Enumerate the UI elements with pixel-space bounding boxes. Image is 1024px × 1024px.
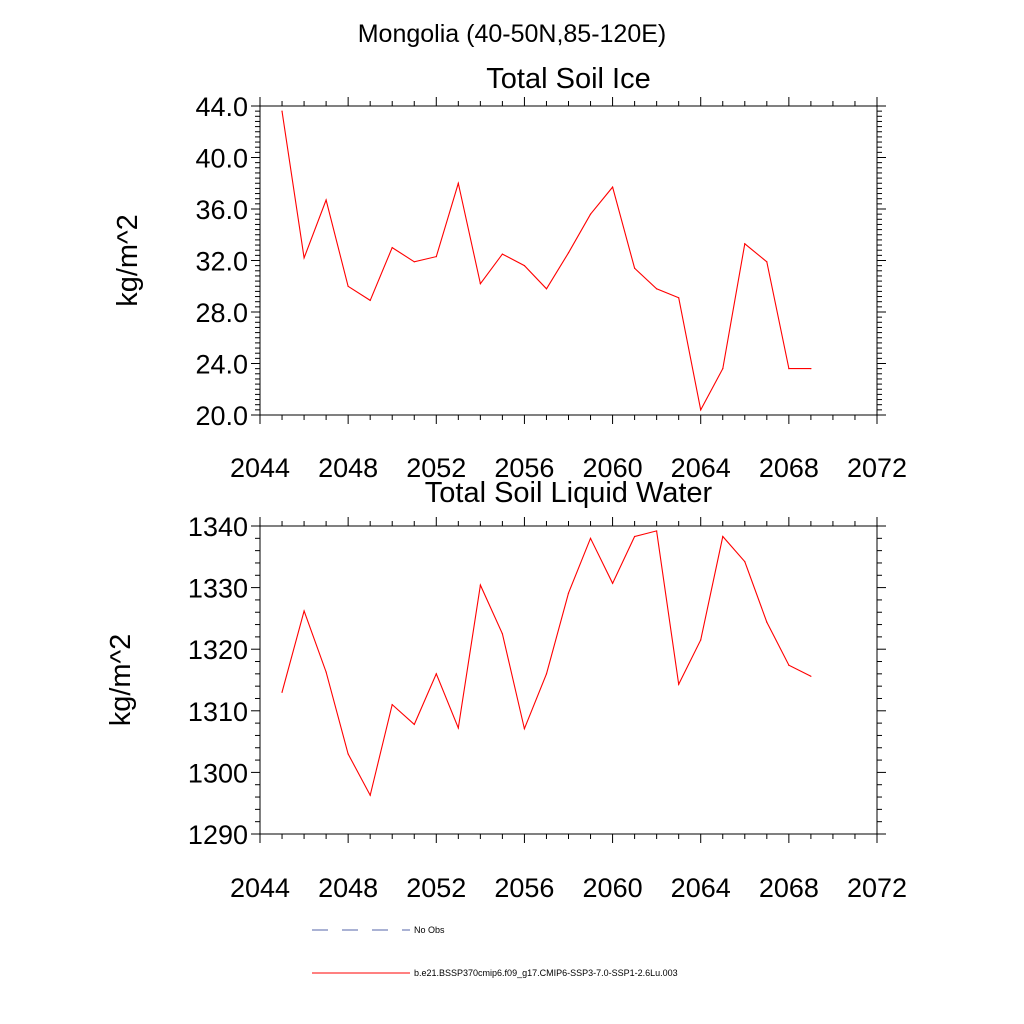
chart-title: Total Soil Ice [486, 63, 650, 95]
data-point [369, 794, 371, 796]
data-point [634, 535, 636, 538]
panel-soil-ice: Total Soil Ice 2044 2048 2052 2056 2060 2064 20… [112, 63, 907, 483]
x-tick-label: 2068 [759, 453, 819, 483]
data-point [567, 592, 570, 594]
data-point [810, 675, 812, 677]
y-axis-label: kg/m^2 [112, 214, 144, 307]
data-point [678, 683, 680, 685]
y-tick-label: 36.0 [195, 195, 248, 225]
x-tick-label: 2060 [583, 873, 643, 903]
y-tick-label: 32.0 [195, 247, 248, 277]
x-tick-label: 2044 [230, 453, 290, 483]
data-point [634, 267, 636, 269]
data-point [303, 610, 305, 612]
data-point [722, 368, 724, 370]
data-point [479, 584, 481, 586]
data-point [656, 288, 658, 290]
data-point [722, 535, 724, 538]
data-point [611, 186, 614, 188]
data-point [369, 299, 371, 302]
legend-label: b.e21.BSSP370cmip6.f09_g17.CMIP6-SSP3-7.… [414, 968, 678, 978]
chart-title: Total Soil Liquid Water [425, 477, 713, 509]
plot-frame [259, 525, 878, 835]
data-point [347, 753, 349, 755]
legend-label: No Obs [414, 925, 445, 935]
data-point [303, 257, 305, 259]
x-tick-label: 2068 [759, 873, 819, 903]
y-tick-label: 1320 [188, 635, 248, 665]
data-point [501, 633, 503, 635]
data-point [788, 368, 790, 370]
legend: No Obs b.e21.BSSP370cmip6.f09_g17.CMIP6-S… [312, 925, 678, 978]
data-point [611, 582, 614, 584]
data-point [545, 673, 548, 675]
data-point [700, 639, 702, 641]
data-point [325, 199, 327, 201]
series-line [281, 111, 811, 412]
y-tick-label: 1340 [188, 512, 248, 542]
y-tick-label: 28.0 [195, 298, 248, 328]
y-tick-label: 40.0 [195, 144, 248, 174]
x-tick-label: 2060 [583, 453, 643, 483]
x-tick-label: 2056 [494, 873, 554, 903]
y-tick-label: 1330 [188, 574, 248, 604]
data-point [347, 285, 349, 287]
y-tick-label: 1310 [188, 697, 248, 727]
x-tick-label: 2052 [406, 873, 466, 903]
x-tick-label: 2064 [671, 453, 731, 483]
data-point [457, 727, 459, 729]
data-point [325, 671, 327, 673]
data-point [479, 283, 481, 285]
panel-soil-liquid-water: Total Soil Liquid Water 2044 2048 2052 2056 2… [105, 477, 907, 903]
data-point [435, 256, 437, 258]
data-point [523, 728, 526, 730]
data-point [788, 664, 790, 666]
data-point [435, 673, 437, 675]
x-tick-label: 2044 [230, 873, 290, 903]
data-point [281, 110, 283, 112]
data-point [391, 704, 393, 706]
x-tick-label: 2048 [318, 453, 378, 483]
data-point [766, 621, 768, 623]
x-tick-label: 2072 [847, 453, 907, 483]
y-tick-label: 44.0 [195, 92, 248, 122]
data-point [413, 261, 415, 263]
data-point [766, 261, 768, 263]
x-tick-label: 2048 [318, 873, 378, 903]
data-point [678, 297, 680, 299]
y-tick-label: 1290 [188, 820, 248, 850]
data-point [744, 243, 746, 245]
figure-suptitle: Mongolia (40-50N,85-120E) [358, 20, 667, 48]
data-point [545, 288, 548, 290]
data-point [744, 561, 746, 563]
data-point [700, 409, 702, 411]
x-tick-label: 2056 [494, 453, 554, 483]
data-point [413, 723, 415, 725]
x-tick-label: 2052 [406, 453, 466, 483]
data-point [567, 252, 570, 254]
data-point [589, 213, 592, 215]
data-point [281, 691, 283, 693]
y-tick-label: 1300 [188, 758, 248, 788]
data-point [656, 530, 658, 532]
y-axis-label: kg/m^2 [105, 634, 137, 727]
y-tick-label: 24.0 [195, 350, 248, 380]
y-tick-label: 20.0 [195, 401, 248, 431]
data-point [457, 182, 459, 184]
data-point [810, 368, 812, 370]
data-point [501, 253, 503, 255]
data-point [589, 537, 592, 539]
series-line [281, 530, 812, 797]
plot-frame [259, 105, 878, 416]
x-tick-label: 2072 [847, 873, 907, 903]
x-tick-label: 2064 [671, 873, 731, 903]
data-point [391, 247, 393, 249]
data-point [523, 265, 526, 267]
